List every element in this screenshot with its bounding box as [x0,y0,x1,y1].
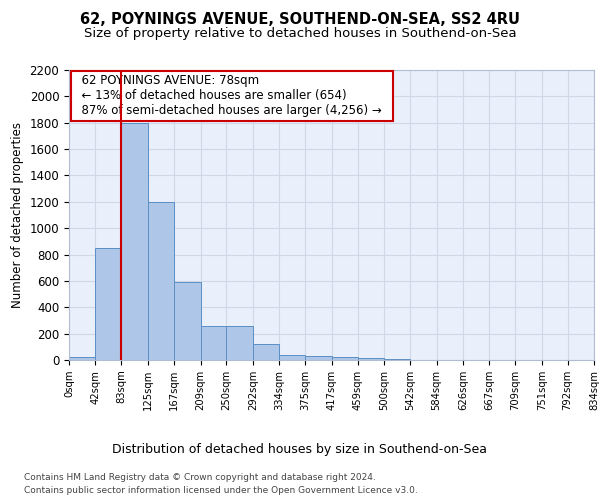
Text: Contains HM Land Registry data © Crown copyright and database right 2024.: Contains HM Land Registry data © Crown c… [24,472,376,482]
Bar [69,358,95,360]
Text: Size of property relative to detached houses in Southend-on-Sea: Size of property relative to detached ho… [83,28,517,40]
Y-axis label: Number of detached properties: Number of detached properties [11,122,24,308]
Bar [174,282,200,360]
Text: 62 POYNINGS AVENUE: 78sqm  
  ← 13% of detached houses are smaller (654)  
  87%: 62 POYNINGS AVENUE: 78sqm ← 13% of detac… [74,74,389,118]
Bar [95,248,121,360]
Bar [226,326,253,360]
Bar [148,202,174,360]
Text: Contains public sector information licensed under the Open Government Licence v3: Contains public sector information licen… [24,486,418,495]
Bar [253,344,279,360]
Bar [305,356,331,360]
Bar [358,358,384,360]
Text: Distribution of detached houses by size in Southend-on-Sea: Distribution of detached houses by size … [113,442,487,456]
Bar [279,354,305,360]
Bar [200,326,226,360]
Text: 62, POYNINGS AVENUE, SOUTHEND-ON-SEA, SS2 4RU: 62, POYNINGS AVENUE, SOUTHEND-ON-SEA, SS… [80,12,520,28]
Bar [121,122,148,360]
Bar [331,356,358,360]
